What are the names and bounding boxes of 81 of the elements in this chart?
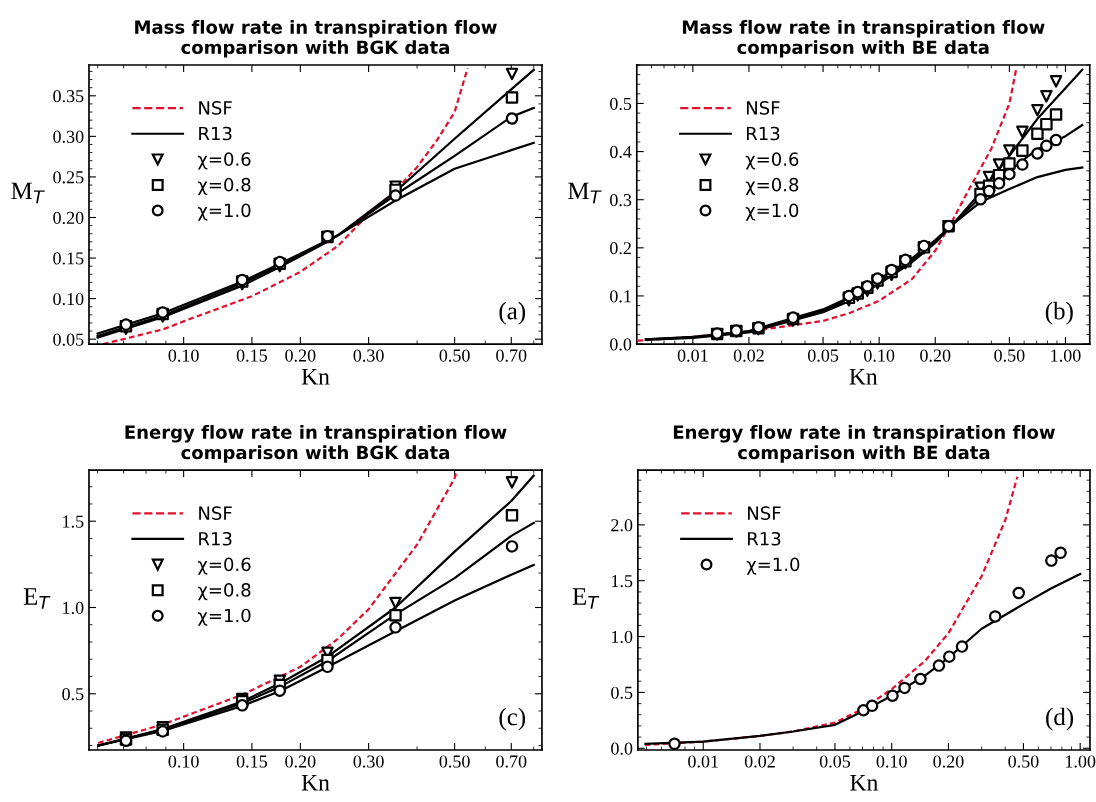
y-tick-label: 0.20 [53, 211, 84, 225]
x-tick-label: 0.70 [496, 349, 527, 362]
x-tick-label: 0.02 [744, 755, 775, 768]
x-axis-title: Kn [849, 368, 878, 385]
x-tick-label: 0.70 [496, 755, 527, 768]
y-tick-label: 1.5 [63, 515, 84, 528]
y-tick-label: 0.5 [610, 97, 632, 110]
chart-title: Mass flow rate in transpiration flow comparison with BE data [682, 19, 1045, 58]
annotation: (b) [1045, 301, 1073, 325]
x-tick-label: 0.15 [236, 755, 267, 768]
annotation: (d) [1046, 707, 1074, 731]
legend-label: R13 [746, 126, 780, 141]
legend-label: χ=0.8 [745, 177, 799, 196]
y-tick-label: 0.10 [53, 292, 84, 306]
x-tick-label: 0.10 [876, 755, 907, 768]
y-tick-label: 0.3 [610, 193, 632, 207]
x-tick-label: 0.05 [807, 349, 839, 362]
x-tick-label: 0.01 [688, 755, 718, 768]
x-tick-label: 0.20 [920, 349, 951, 362]
annotation: (a) [499, 301, 526, 325]
x-tick-label: 0.20 [285, 755, 316, 768]
y-tick-label: 0.5 [62, 688, 84, 701]
legend-label: NSF [199, 506, 232, 520]
y-tick-label: 0.0 [611, 742, 633, 755]
x-tick-label: 0.50 [994, 349, 1025, 362]
y-tick-label: 1.5 [612, 575, 633, 588]
legend-label: R13 [748, 531, 781, 546]
legend-label: χ=1.0 [746, 557, 800, 575]
y-axis-title: E$_{T}$ [23, 588, 51, 609]
x-axis-title: Kn [301, 774, 330, 791]
y-axis-title: M$_{T}$ [11, 182, 45, 204]
x-tick-label: 1.00 [1065, 755, 1096, 768]
legend-label: χ=1.0 [745, 203, 799, 221]
x-tick-label: 0.50 [439, 349, 470, 362]
legend-label: χ=1.0 [197, 608, 251, 626]
legend-label: R13 [199, 531, 232, 546]
legend-label: χ=0.8 [197, 177, 251, 196]
y-axis-title: M$_{T}$ [568, 182, 602, 204]
chart-title: Energy flow rate in transpiration flow comparison with BGK data [125, 424, 507, 463]
y-tick-label: 0.05 [53, 333, 84, 346]
y-tick-label: 0.1 [610, 290, 631, 303]
y-tick-label: 1.0 [612, 630, 633, 644]
legend-label: NSF [199, 101, 232, 115]
x-tick-label: 1.00 [1051, 349, 1081, 362]
x-tick-label: 0.50 [439, 755, 470, 768]
legend-label: χ=0.8 [197, 583, 251, 601]
x-tick-label: 0.02 [733, 349, 764, 362]
x-tick-label: 0.50 [1008, 755, 1039, 768]
x-tick-label: 0.30 [353, 755, 384, 768]
x-tick-label: 0.10 [168, 349, 199, 362]
y-tick-label: 0.15 [53, 252, 84, 265]
legend-label: χ=0.6 [197, 152, 251, 170]
x-tick-label: 0.05 [819, 755, 851, 768]
y-tick-label: 0.4 [610, 145, 632, 159]
y-tick-label: 0.35 [53, 90, 84, 103]
y-tick-label: 2.0 [611, 519, 633, 532]
annotation: (c) [499, 707, 526, 731]
x-axis-title: Kn [850, 774, 878, 791]
legend-label: χ=1.0 [197, 203, 251, 221]
x-tick-label: 0.20 [285, 349, 316, 362]
x-axis-title: Kn [301, 368, 330, 385]
y-tick-label: 0.2 [610, 242, 631, 255]
chart-title: Energy flow rate in transpiration flow comparison with BE data [673, 424, 1055, 463]
legend-label: R13 [199, 126, 232, 141]
y-tick-label: 0.0 [610, 338, 632, 351]
legend-label: χ=0.6 [197, 557, 251, 575]
chart-title: Mass flow rate in transpiration flow comparison with BGK data [135, 19, 497, 58]
x-tick-label: 0.15 [236, 349, 267, 362]
x-tick-label: 0.20 [933, 755, 964, 768]
y-tick-label: 0.5 [611, 686, 633, 699]
y-tick-label: 0.30 [53, 130, 84, 143]
x-tick-label: 0.10 [168, 755, 199, 768]
y-tick-label: 1.0 [63, 601, 84, 615]
legend-label: NSF [748, 506, 781, 520]
legend-label: χ=0.6 [745, 152, 799, 170]
x-tick-label: 0.01 [677, 349, 708, 362]
x-tick-label: 0.30 [353, 349, 384, 362]
y-tick-label: 0.25 [53, 171, 84, 184]
x-tick-label: 0.10 [864, 349, 895, 362]
legend-label: NSF [746, 101, 780, 115]
y-axis-title: E$_{T}$ [572, 588, 600, 609]
